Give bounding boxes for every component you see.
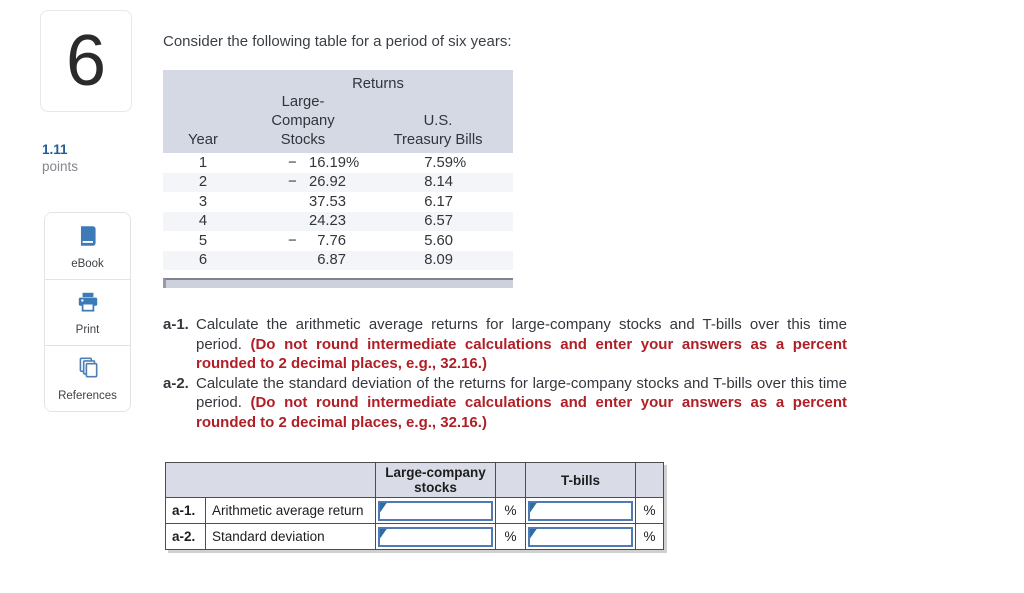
col-header-large-company-stocks: Large- Company Stocks — [271, 94, 335, 148]
a1-stocks-input[interactable] — [380, 502, 491, 519]
print-label: Print — [75, 324, 100, 336]
question-intro: Consider the following table for a perio… — [163, 33, 512, 50]
answer-row-a2: a-2. Standard deviation % % — [165, 523, 664, 550]
print-icon — [75, 289, 101, 320]
resource-toolbar: eBook Print References — [44, 212, 131, 412]
answer-a2-desc: Standard deviation — [205, 523, 376, 550]
answer-a2-label: a-2. — [165, 523, 206, 550]
answer-a1-tbills-cell — [525, 497, 636, 524]
rounding-instruction: (Do not round intermediate calculations … — [196, 394, 847, 431]
answer-header-tbills: T-bills — [525, 462, 636, 498]
print-button[interactable]: Print — [45, 279, 130, 345]
question-a2-text: Calculate the standard deviation of the … — [196, 374, 847, 431]
table-row: 6 6.87 8.09 — [163, 250, 513, 270]
answer-a1-stocks-cell — [375, 497, 496, 524]
horizontal-scrollbar[interactable] — [163, 278, 513, 288]
answer-a2-tbills-cell — [525, 523, 636, 550]
references-button[interactable]: References — [45, 345, 130, 411]
points-block: 1.11 points — [42, 141, 78, 175]
ebook-icon — [75, 223, 101, 254]
question-a2-label: a-2. — [163, 374, 189, 392]
question-prompts: a-1. Calculate the arithmetic average re… — [163, 315, 847, 432]
col-header-us-treasury-bills: U.S. Treasury Bills — [393, 113, 483, 148]
answer-header-empty — [165, 462, 376, 498]
points-value: 1.11 — [42, 142, 68, 157]
question-a1-label: a-1. — [163, 316, 189, 333]
percent-sign: % — [635, 497, 664, 524]
points-label: points — [42, 159, 79, 174]
question-number-card: 6 — [40, 10, 132, 112]
answer-header-stocks: Large-company stocks — [375, 462, 496, 498]
question-a1: a-1. Calculate the arithmetic average re… — [163, 315, 847, 374]
percent-sign: % — [495, 497, 526, 524]
table-row: 4 24.23 6.57 — [163, 211, 513, 231]
question-a1-text: Calculate the arithmetic average returns… — [196, 316, 847, 373]
a2-stocks-input[interactable] — [380, 528, 491, 545]
table-row: 5 −7.76 5.60 — [198, 232, 453, 249]
answer-a2-stocks-cell — [375, 523, 496, 550]
percent-sign: % — [635, 523, 664, 550]
answer-row-a1: a-1. Arithmetic average return % % — [165, 497, 664, 524]
question-number: 6 — [65, 21, 107, 101]
returns-table-header: Returns Year Large- Company Stocks U.S. … — [163, 70, 513, 153]
table-row: 3 37.53 6.17 — [198, 193, 453, 210]
returns-table: Returns Year Large- Company Stocks U.S. … — [163, 70, 513, 288]
references-label: References — [58, 390, 117, 402]
table-row: 1 −16.19% 7.59% — [198, 154, 467, 171]
ebook-button[interactable]: eBook — [45, 213, 130, 279]
rounding-instruction: (Do not round intermediate calculations … — [196, 335, 847, 373]
returns-table-body: 1 −16.19% 7.59% 2 −26.92 8.14 3 37.53 6.… — [163, 153, 513, 270]
references-icon — [75, 355, 101, 386]
col-header-year: Year — [188, 132, 218, 148]
answer-header-empty — [495, 462, 526, 498]
table-gap — [163, 270, 513, 278]
answer-a1-desc: Arithmetic average return — [205, 497, 376, 524]
answer-table: Large-company stocks T-bills a-1. Arithm… — [165, 462, 664, 550]
question-a2: a-2. Calculate the standard deviation of… — [163, 374, 847, 433]
answer-a1-label: a-1. — [165, 497, 206, 524]
table-row: 2 −26.92 8.14 — [163, 172, 513, 192]
a2-tbills-input[interactable] — [530, 528, 631, 545]
ebook-label: eBook — [71, 257, 104, 270]
returns-title: Returns — [352, 76, 404, 92]
a1-tbills-input[interactable] — [530, 502, 631, 519]
percent-sign: % — [495, 523, 526, 550]
answer-header-empty — [635, 462, 664, 498]
